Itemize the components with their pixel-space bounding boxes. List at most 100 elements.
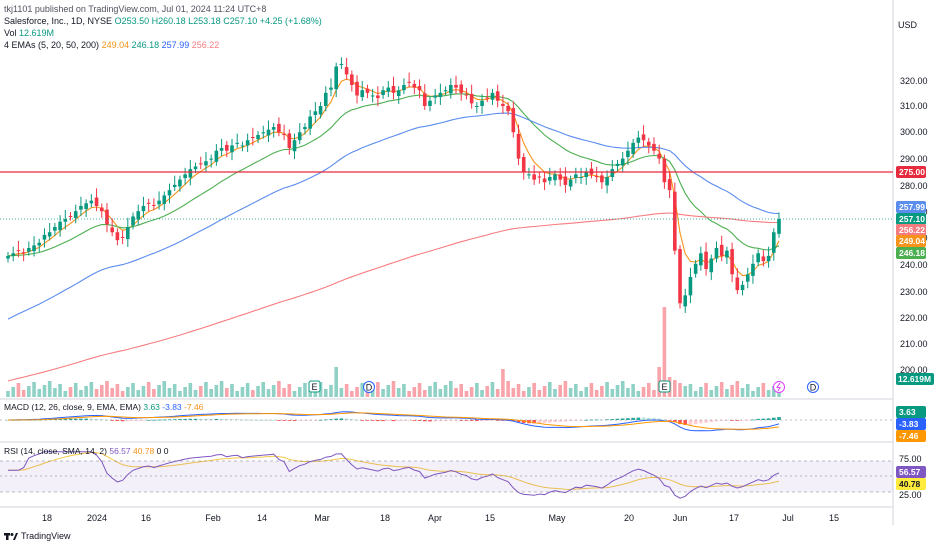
- dividend-marker-1[interactable]: D: [363, 381, 375, 393]
- volume-legend[interactable]: Vol 12.619M: [4, 27, 704, 39]
- candle-body: [256, 134, 260, 140]
- rsi-pill-text: 56.57: [899, 467, 921, 477]
- macd-label-text: MACD (12, 26, close, 9, EMA, EMA): [4, 402, 141, 412]
- macd-hist-bar: [256, 419, 260, 421]
- volume-bar: [673, 380, 677, 397]
- volume-bar: [303, 383, 307, 397]
- volume-bar: [516, 384, 521, 397]
- volume-bar: [376, 382, 380, 397]
- candle-body: [584, 171, 589, 178]
- candle-body: [480, 100, 484, 106]
- close-value: C257.10: [223, 16, 258, 26]
- volume-bar: [355, 387, 359, 397]
- macd-hist-bar: [73, 418, 78, 420]
- earnings-marker-1[interactable]: E: [308, 380, 321, 393]
- volume-bar: [469, 387, 474, 397]
- ema5-pill: 249.04: [896, 235, 926, 247]
- split-marker-icon[interactable]: [773, 381, 785, 393]
- candle-body: [240, 145, 245, 147]
- macd-signal-pill-bg: [896, 430, 926, 442]
- volume-bar: [730, 385, 734, 397]
- macd-hist-bar: [344, 418, 349, 420]
- macd-hist-bar: [297, 420, 302, 421]
- volume-pill-text: 12.619M: [898, 374, 931, 384]
- volume-bar: [193, 390, 198, 397]
- macd-hist-bar: [79, 418, 83, 420]
- candle-body: [469, 93, 474, 104]
- macd-hist-bar: [542, 420, 547, 423]
- macd-hist-bar: [219, 418, 224, 420]
- rsi-axis-bottom: 25.00: [899, 490, 922, 500]
- candle-body: [120, 236, 125, 238]
- candle-body: [485, 97, 490, 99]
- volume-bar: [115, 384, 120, 397]
- volume-bar: [282, 388, 286, 397]
- volume-bar: [381, 389, 385, 397]
- volume-bar: [490, 382, 495, 397]
- volume-bar: [256, 386, 260, 397]
- macd-hist-bar: [376, 420, 380, 422]
- volume-bar: [329, 385, 333, 397]
- rsi-pane: [8, 451, 780, 499]
- dividend-marker-2[interactable]: D: [807, 381, 819, 393]
- rsi-legend[interactable]: RSI (14, close, SMA, 14, 2) 56.57 40.78 …: [4, 446, 169, 456]
- candle-body: [745, 274, 750, 282]
- volume-bar: [547, 382, 552, 397]
- macd-hist-bar: [63, 418, 68, 420]
- candle-body: [704, 251, 708, 270]
- candle-body: [751, 263, 755, 276]
- volume-bar: [396, 388, 401, 397]
- ema50-pill-bg: [896, 201, 926, 213]
- candle-body: [657, 153, 661, 159]
- candle-body: [308, 116, 312, 129]
- macd-hist-bar: [355, 419, 359, 421]
- ema-legend[interactable]: 4 EMAs (5, 20, 50, 200) 249.04 246.18 25…: [4, 39, 704, 51]
- macd-hist-bar: [89, 418, 94, 420]
- volume-bar: [771, 386, 776, 397]
- time-tick: Jun: [673, 513, 688, 523]
- macd-hist-bar: [568, 420, 573, 422]
- macd-hist-bar: [740, 420, 745, 421]
- candle-body: [360, 90, 365, 98]
- macd-hist-bar: [579, 420, 583, 421]
- candle-body: [594, 175, 599, 178]
- macd-hist-bar: [693, 420, 698, 425]
- volume-bar: [188, 383, 193, 397]
- candle-body: [313, 111, 318, 115]
- macd-hist-bar: [360, 420, 365, 421]
- volume-bar: [219, 381, 224, 397]
- macd-hist-bar: [626, 418, 630, 420]
- volume-bar: [16, 383, 21, 397]
- candle-body: [719, 244, 724, 256]
- volume-bar: [141, 386, 146, 397]
- macd-hist-bar: [673, 420, 677, 422]
- time-tick: 15: [829, 513, 839, 523]
- time-tick: 14: [257, 513, 267, 523]
- candle-body: [42, 234, 47, 240]
- hline-pill: 275.00: [896, 166, 926, 178]
- candle-body: [355, 81, 359, 96]
- macd-hist-bar: [126, 420, 130, 422]
- symbol-legend[interactable]: Salesforce, Inc., 1D, NYSE O253.50 H260.…: [4, 15, 704, 27]
- macd-legend[interactable]: MACD (12, 26, close, 9, EMA, EMA) 3.63 -…: [4, 402, 203, 412]
- macd-hist-bar: [615, 418, 620, 420]
- candle-body: [693, 263, 698, 274]
- earnings-marker-2[interactable]: E: [658, 380, 671, 393]
- volume-bar: [63, 391, 68, 397]
- macd-hist-bar: [318, 419, 323, 421]
- candle-body: [53, 226, 57, 231]
- volume-bar: [532, 383, 536, 397]
- tradingview-logo[interactable]: TradingView: [4, 531, 71, 541]
- volume-bar: [391, 381, 396, 397]
- volume-bar: [235, 391, 240, 397]
- volume-bar: [323, 389, 328, 397]
- price-tick: 290.00: [900, 154, 928, 164]
- currency-label[interactable]: USD: [898, 20, 918, 30]
- macd-hist-bar: [475, 420, 479, 422]
- rsi-extra-1: 0: [156, 446, 162, 456]
- macd-hist-bar: [620, 418, 625, 420]
- volume-bar: [344, 384, 349, 397]
- ema20-value: 246.18: [131, 40, 160, 50]
- macd-hist-bar: [574, 420, 578, 421]
